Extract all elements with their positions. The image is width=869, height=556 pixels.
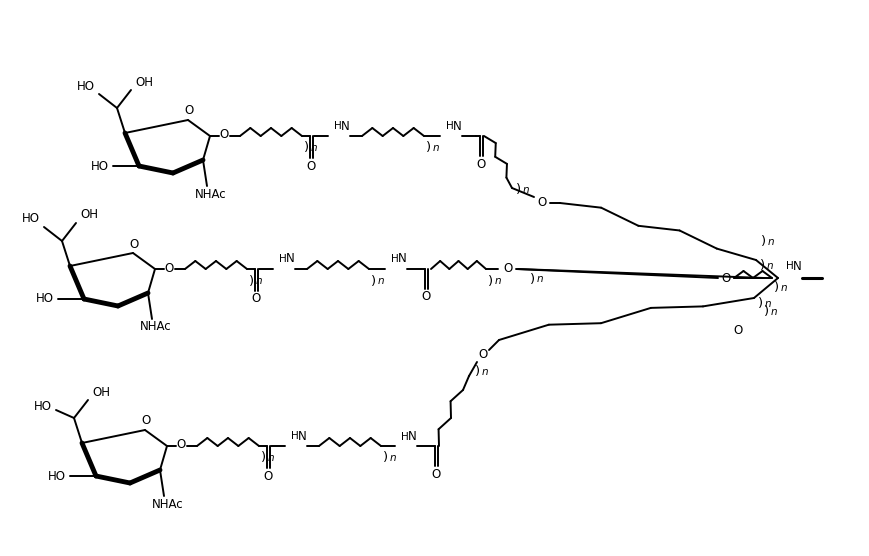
Text: HO: HO [22,212,40,226]
Text: ): ) [304,141,309,155]
Text: ): ) [488,275,493,287]
Text: N: N [297,429,307,443]
Text: O: O [164,261,174,275]
Text: n: n [268,453,275,463]
Text: ): ) [760,260,765,272]
Text: HO: HO [48,469,66,483]
Text: ): ) [261,451,266,464]
Text: NHAc: NHAc [196,187,227,201]
Text: H: H [786,261,794,271]
Text: N: N [793,260,801,272]
Text: OH: OH [80,208,98,221]
Text: n: n [378,276,385,286]
Text: n: n [781,283,787,293]
Text: O: O [503,262,513,276]
Text: H: H [401,432,409,442]
Text: ): ) [764,305,769,319]
Text: O: O [733,324,743,336]
Text: NHAc: NHAc [152,498,184,510]
Text: n: n [537,274,544,284]
Text: N: N [453,120,461,132]
Text: ): ) [249,275,254,287]
Text: O: O [251,292,261,305]
Text: O: O [721,271,731,285]
Text: OH: OH [92,385,110,399]
Text: O: O [478,348,488,360]
Text: HO: HO [34,400,52,413]
Text: ): ) [383,451,388,464]
Text: n: n [256,276,262,286]
Text: O: O [176,439,186,451]
Text: n: n [482,367,488,377]
Text: O: O [129,237,139,251]
Text: HO: HO [91,160,109,172]
Text: ): ) [774,281,779,295]
Text: n: n [523,185,529,195]
Text: HO: HO [36,292,54,305]
Text: OH: OH [135,76,153,88]
Text: n: n [390,453,396,463]
Text: H: H [446,121,454,131]
Text: n: n [767,261,773,271]
Text: H: H [334,121,342,131]
Text: HO: HO [77,80,95,92]
Text: ): ) [758,297,763,310]
Text: O: O [307,160,315,172]
Text: ): ) [475,365,481,379]
Text: O: O [431,468,441,480]
Text: ): ) [761,236,766,249]
Text: O: O [476,157,486,171]
Text: O: O [421,290,431,304]
Text: O: O [142,415,150,428]
Text: NHAc: NHAc [140,320,172,334]
Text: N: N [408,430,416,444]
Text: O: O [537,196,547,210]
Text: ): ) [371,275,376,287]
Text: N: N [341,120,349,132]
Text: ): ) [530,272,535,285]
Text: ): ) [516,183,521,196]
Text: n: n [311,143,318,153]
Text: O: O [263,469,273,483]
Text: H: H [279,254,287,264]
Text: O: O [184,105,194,117]
Text: H: H [391,254,399,264]
Text: N: N [398,252,407,266]
Text: n: n [433,143,440,153]
Text: H: H [291,431,299,441]
Text: O: O [219,128,229,141]
Text: n: n [771,307,778,317]
Text: n: n [765,299,772,309]
Text: ): ) [426,141,431,155]
Text: N: N [286,252,295,266]
Text: n: n [495,276,501,286]
Text: n: n [768,237,774,247]
